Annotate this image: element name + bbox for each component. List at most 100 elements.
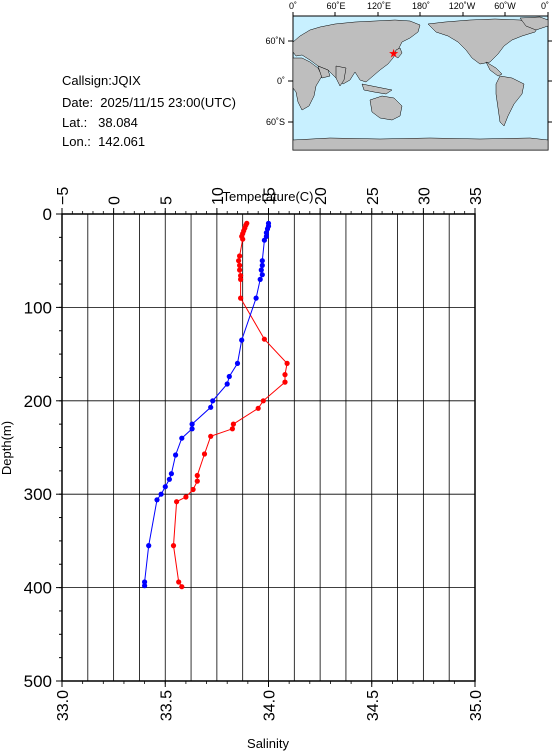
salinity-data-point xyxy=(154,497,160,503)
temperature-data-point xyxy=(282,372,288,378)
salinity-data-point xyxy=(224,381,230,387)
temperature-data-point xyxy=(170,543,177,549)
temperature-data-point xyxy=(179,584,185,590)
salinity-data-point xyxy=(189,421,195,427)
land-indonesia xyxy=(361,83,393,95)
land-arabia xyxy=(317,65,331,79)
salinity-data-point xyxy=(261,237,267,243)
map-lat-label: 60˚S xyxy=(266,117,285,127)
temperature-data-point xyxy=(255,405,261,411)
date-label: Date: 2025/11/15 23:00(UTC) xyxy=(62,95,236,110)
salinity-data-point xyxy=(226,373,232,380)
latitude-label: Lat.: 38.084 xyxy=(62,115,138,130)
map-lon-label: 0˚ xyxy=(289,1,297,11)
temperature-data-point xyxy=(236,258,242,264)
depth-axis-title: Depth(m) xyxy=(0,421,14,475)
salinity-data-point xyxy=(142,579,148,585)
series-layer xyxy=(142,220,290,590)
temperature-data-point xyxy=(261,336,267,342)
temperature-tick-label: 20 xyxy=(313,187,330,205)
world-map: 0˚ 60˚E 120˚E 180˚ 120˚W 60˚W 0˚ 60˚N 0˚… xyxy=(265,1,552,151)
temperature-tick-label: 0 xyxy=(107,196,124,205)
salinity-tick-label: 34.5 xyxy=(365,690,382,721)
salinity-data-point xyxy=(263,230,269,236)
salinity-data-point xyxy=(168,471,174,477)
salinity-tick-label: 33.0 xyxy=(55,690,72,721)
salinity-data-point xyxy=(234,360,241,366)
land-africa xyxy=(292,57,323,111)
salinity-data-point xyxy=(158,491,164,497)
temperature-tick-label: 15 xyxy=(262,187,279,205)
temperature-profile-line xyxy=(172,223,288,587)
salinity-data-point xyxy=(259,272,265,278)
map-left-labels: 60˚N 0˚ 60˚S xyxy=(265,36,285,127)
land-south-america xyxy=(495,75,525,127)
map-lon-label: 60˚W xyxy=(494,1,516,11)
depth-tick-label: 300 xyxy=(24,485,52,504)
temperature-tick-label: −5 xyxy=(55,187,72,205)
temperature-data-point xyxy=(190,486,196,493)
temperature-data-point xyxy=(282,379,288,385)
longitude-label: Lon.: 142.061 xyxy=(62,134,146,149)
callsign-label: Callsign:JQIX xyxy=(62,73,141,88)
temperature-data-point xyxy=(194,478,200,484)
station-marker: ★ xyxy=(388,47,399,61)
salinity-data-point xyxy=(258,267,264,273)
land-greenland xyxy=(519,16,549,31)
temperature-tick-label: 35 xyxy=(468,187,485,205)
land-antarctica xyxy=(292,137,549,151)
temperature-data-point xyxy=(237,267,243,273)
temperature-axis-title: Temperature(C) xyxy=(222,189,313,204)
depth-tick-label: 400 xyxy=(24,579,52,598)
salinity-data-point xyxy=(239,337,245,343)
temperature-data-point xyxy=(237,253,243,259)
salinity-data-point xyxy=(179,435,185,441)
salinity-data-point xyxy=(259,258,265,264)
map-lon-label: 0˚ xyxy=(541,1,549,11)
depth-tick-label: 200 xyxy=(24,392,52,411)
temperature-tick-label: 5 xyxy=(158,196,175,205)
temperature-tick-label: 30 xyxy=(416,187,433,205)
salinity-data-point xyxy=(257,276,263,282)
temperature-data-point xyxy=(176,579,182,585)
temperature-data-point xyxy=(183,494,189,500)
land-india xyxy=(335,65,347,87)
map-lon-label: 60˚E xyxy=(326,1,345,11)
salinity-data-point xyxy=(146,543,152,549)
salinity-data-point xyxy=(173,452,179,458)
land-japan xyxy=(394,47,403,59)
temperature-data-point xyxy=(174,499,180,505)
salinity-data-point xyxy=(208,404,214,410)
depth-tick-label: 100 xyxy=(24,298,52,317)
salinity-profile-line xyxy=(144,223,269,586)
salinity-data-point xyxy=(189,426,195,432)
depth-tick-label: 500 xyxy=(24,672,52,691)
temperature-data-point xyxy=(229,426,235,432)
salinity-tick-label: 34.0 xyxy=(262,690,279,721)
land-north-america xyxy=(427,18,541,65)
temperature-data-point xyxy=(230,421,236,427)
temperature-data-point xyxy=(238,273,244,279)
temperature-data-point xyxy=(238,295,244,301)
salinity-data-point xyxy=(142,583,148,589)
salinity-data-point xyxy=(162,484,168,490)
land-australia xyxy=(369,95,403,121)
grid xyxy=(61,213,476,682)
temperature-tick-label: 10 xyxy=(210,187,227,205)
temperature-data-point xyxy=(201,451,208,457)
map-lat-label: 60˚N xyxy=(265,36,285,46)
temperature-data-point xyxy=(208,433,214,439)
map-lat-label: 0˚ xyxy=(277,76,285,86)
map-lon-label: 120˚E xyxy=(367,1,391,11)
salinity-data-point xyxy=(210,398,216,404)
salinity-data-point xyxy=(253,295,259,301)
salinity-tick-label: 33.5 xyxy=(158,690,175,721)
map-land xyxy=(292,16,549,151)
map-lon-label: 120˚W xyxy=(449,1,476,11)
temperature-data-point xyxy=(194,472,200,479)
salinity-axis-title: Salinity xyxy=(247,736,289,751)
depth-tick-label: 0 xyxy=(43,205,52,224)
salinity-data-point xyxy=(259,262,265,268)
